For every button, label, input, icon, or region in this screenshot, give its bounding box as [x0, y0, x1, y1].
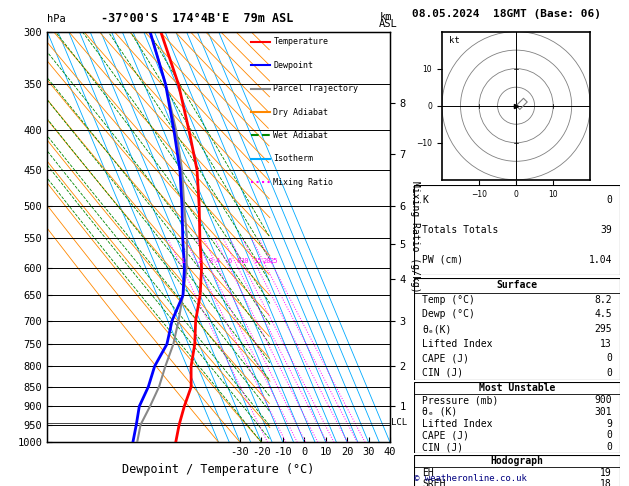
- Y-axis label: Mixing Ratio (g/kg): Mixing Ratio (g/kg): [410, 181, 420, 293]
- Text: 295: 295: [594, 324, 612, 334]
- Text: 25: 25: [270, 258, 279, 264]
- Text: 15: 15: [253, 258, 262, 264]
- Text: © weatheronline.co.uk: © weatheronline.co.uk: [414, 474, 526, 483]
- Text: ASL: ASL: [379, 19, 398, 29]
- Text: Parcel Trajectory: Parcel Trajectory: [274, 84, 359, 93]
- Text: Lifted Index: Lifted Index: [422, 339, 493, 348]
- Text: Surface: Surface: [496, 280, 538, 290]
- Text: 0: 0: [606, 430, 612, 440]
- Text: 0: 0: [606, 368, 612, 378]
- Text: 4.5: 4.5: [594, 310, 612, 319]
- Text: CAPE (J): CAPE (J): [422, 353, 469, 363]
- Text: Mixing Ratio: Mixing Ratio: [274, 178, 333, 187]
- Text: 0: 0: [606, 195, 612, 205]
- Text: 900: 900: [594, 395, 612, 405]
- Text: PW (cm): PW (cm): [422, 255, 464, 264]
- Text: 10: 10: [241, 258, 249, 264]
- Text: K: K: [422, 195, 428, 205]
- Text: Temp (°C): Temp (°C): [422, 295, 475, 305]
- Text: 39: 39: [600, 225, 612, 235]
- Text: Dewp (°C): Dewp (°C): [422, 310, 475, 319]
- Text: 1.04: 1.04: [589, 255, 612, 264]
- Text: Lifted Index: Lifted Index: [422, 418, 493, 429]
- Text: 20: 20: [262, 258, 271, 264]
- X-axis label: Dewpoint / Temperature (°C): Dewpoint / Temperature (°C): [123, 463, 314, 476]
- Text: km: km: [379, 13, 392, 22]
- Text: 8: 8: [236, 258, 240, 264]
- Text: 301: 301: [594, 407, 612, 417]
- Text: 08.05.2024  18GMT (Base: 06): 08.05.2024 18GMT (Base: 06): [412, 9, 601, 19]
- Text: Most Unstable: Most Unstable: [479, 383, 555, 393]
- Text: 6: 6: [228, 258, 232, 264]
- Text: CIN (J): CIN (J): [422, 442, 464, 452]
- Text: EH: EH: [422, 468, 434, 478]
- Text: 8.2: 8.2: [594, 295, 612, 305]
- Text: Temperature: Temperature: [274, 37, 328, 46]
- Text: CAPE (J): CAPE (J): [422, 430, 469, 440]
- Text: 18: 18: [600, 479, 612, 486]
- Text: CIN (J): CIN (J): [422, 368, 464, 378]
- Text: θₑ(K): θₑ(K): [422, 324, 452, 334]
- Text: 1: 1: [180, 258, 184, 264]
- Text: 2: 2: [198, 258, 202, 264]
- Text: Hodograph: Hodograph: [491, 456, 543, 466]
- Text: Dewpoint: Dewpoint: [274, 61, 313, 70]
- Text: 3: 3: [208, 258, 213, 264]
- Text: hPa: hPa: [47, 14, 66, 24]
- Text: Wet Adiabat: Wet Adiabat: [274, 131, 328, 140]
- Text: Totals Totals: Totals Totals: [422, 225, 499, 235]
- Text: -37°00'S  174°4B'E  79m ASL: -37°00'S 174°4B'E 79m ASL: [101, 12, 293, 25]
- Text: 13: 13: [600, 339, 612, 348]
- Text: 9: 9: [606, 418, 612, 429]
- Text: kt: kt: [449, 35, 460, 45]
- Text: θₑ (K): θₑ (K): [422, 407, 457, 417]
- Text: Isotherm: Isotherm: [274, 155, 313, 163]
- Text: Pressure (mb): Pressure (mb): [422, 395, 499, 405]
- Text: Dry Adiabat: Dry Adiabat: [274, 107, 328, 117]
- Text: 0: 0: [606, 353, 612, 363]
- Text: 0: 0: [606, 442, 612, 452]
- Text: LCL: LCL: [391, 418, 407, 428]
- Text: 4: 4: [216, 258, 220, 264]
- Text: 19: 19: [600, 468, 612, 478]
- Text: SREH: SREH: [422, 479, 445, 486]
